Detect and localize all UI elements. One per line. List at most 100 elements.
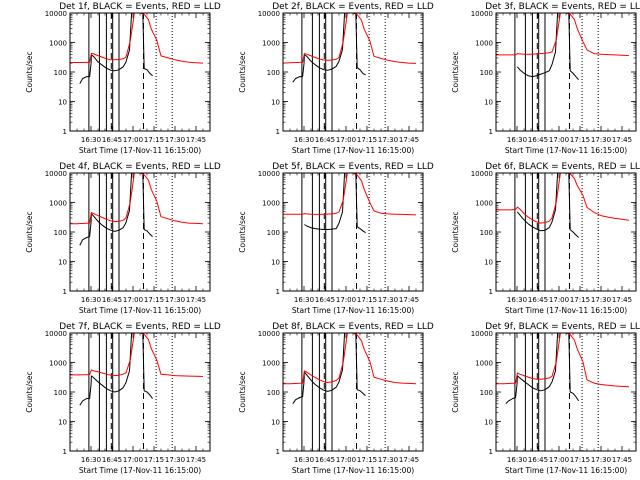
x-tick-label: 17:00 [123, 296, 143, 304]
x-tick-label: 17:45 [186, 136, 206, 144]
x-tick-label: 17:00 [336, 296, 356, 304]
y-tick-label: 1 [489, 288, 493, 296]
chart-panel-3: Det 3f, BLACK = Events, RED = LLD Counts/… [451, 2, 640, 155]
x-axis-label: Start Time (17-Nov-11 16:15:00) [292, 466, 414, 475]
chart-panel-8: Det 8f, BLACK = Events, RED = LLD Counts/… [238, 322, 434, 475]
y-tick-label: 10000 [471, 10, 493, 18]
x-axis-label: Start Time (17-Nov-11 16:15:00) [79, 466, 201, 475]
x-tick-label: 17:45 [186, 456, 206, 464]
x-tick-label: 17:15 [144, 296, 164, 304]
y-axis-label: Counts/sec [238, 211, 247, 252]
plot-area [496, 173, 630, 291]
plot-area [70, 333, 204, 451]
chart-title: Det 9f, BLACK = Events, RED = LLD [485, 322, 640, 332]
y-tick-label: 100 [54, 69, 67, 77]
x-tick-label: 17:30 [165, 296, 185, 304]
lld-series-line [496, 173, 630, 224]
y-tick-label: 100 [480, 69, 493, 77]
y-tick-label: 10 [271, 259, 280, 267]
y-tick-label: 10 [484, 99, 493, 107]
events-series-line [517, 173, 579, 238]
x-tick-label: 17:15 [570, 456, 590, 464]
y-tick-label: 1 [63, 448, 67, 456]
chart-panel-4: Det 4f, BLACK = Events, RED = LLD Counts/… [25, 162, 221, 315]
x-tick-label: 16:45 [528, 296, 548, 304]
plot-area [283, 333, 417, 451]
axes-frame [282, 12, 424, 132]
chart-panel-5: Det 5f, BLACK = Events, RED = LLD Counts/… [238, 162, 434, 315]
axes-frame [495, 12, 637, 132]
y-tick-label: 1000 [49, 360, 67, 368]
events-series-line [79, 13, 153, 84]
y-axis-label: Counts/sec [25, 211, 34, 252]
chart-title: Det 6f, BLACK = Events, RED = LLD [485, 162, 640, 172]
y-tick-label: 10000 [471, 330, 493, 338]
axes-frame [282, 172, 424, 292]
y-tick-label: 10 [271, 99, 280, 107]
x-tick-label: 17:45 [612, 456, 632, 464]
y-tick-label: 1000 [475, 200, 493, 208]
events-series-line [304, 173, 366, 234]
x-axis-label: Start Time (17-Nov-11 16:15:00) [292, 146, 414, 155]
y-tick-label: 1000 [262, 40, 280, 48]
x-tick-label: 16:30 [507, 296, 527, 304]
y-axis-label: Counts/sec [25, 51, 34, 92]
y-tick-label: 100 [480, 389, 493, 397]
x-tick-label: 17:15 [144, 456, 164, 464]
y-tick-label: 1000 [49, 200, 67, 208]
events-series-line [292, 333, 366, 404]
y-tick-label: 10000 [471, 170, 493, 178]
y-tick-label: 1 [489, 128, 493, 136]
x-tick-label: 16:45 [102, 136, 122, 144]
y-tick-label: 10 [484, 259, 493, 267]
x-tick-label: 16:45 [528, 136, 548, 144]
x-tick-label: 17:00 [549, 136, 569, 144]
x-tick-label: 17:00 [336, 136, 356, 144]
x-tick-label: 17:30 [378, 296, 398, 304]
x-tick-label: 17:45 [399, 296, 419, 304]
y-tick-label: 1000 [262, 200, 280, 208]
lld-series-line [70, 173, 204, 225]
chart-title: Det 7f, BLACK = Events, RED = LLD [59, 322, 221, 332]
x-axis-label: Start Time (17-Nov-11 16:15:00) [79, 306, 201, 315]
x-tick-label: 17:15 [570, 296, 590, 304]
plot-area [496, 333, 630, 451]
x-axis-label: Start Time (17-Nov-11 16:15:00) [292, 306, 414, 315]
x-tick-label: 17:15 [570, 136, 590, 144]
y-axis-label: Counts/sec [238, 51, 247, 92]
plot-area [283, 13, 417, 131]
y-tick-label: 10 [58, 99, 67, 107]
x-axis-label: Start Time (17-Nov-11 16:15:00) [79, 146, 201, 155]
x-tick-label: 16:30 [507, 136, 527, 144]
y-tick-label: 1 [276, 128, 280, 136]
y-tick-label: 1000 [262, 360, 280, 368]
y-tick-label: 10000 [45, 330, 67, 338]
y-tick-label: 100 [267, 69, 280, 77]
x-tick-label: 16:30 [81, 136, 101, 144]
y-tick-label: 100 [267, 229, 280, 237]
x-tick-label: 16:30 [294, 136, 314, 144]
y-axis-label: Counts/sec [25, 371, 34, 412]
x-tick-label: 16:30 [294, 296, 314, 304]
y-tick-label: 1 [276, 288, 280, 296]
y-tick-label: 1000 [475, 360, 493, 368]
events-series-line [79, 173, 153, 246]
axes-frame [69, 172, 211, 292]
lld-series-line [283, 13, 417, 64]
x-tick-label: 17:45 [612, 296, 632, 304]
lld-series-line [70, 13, 204, 64]
y-tick-label: 10000 [45, 170, 67, 178]
x-tick-label: 16:45 [102, 296, 122, 304]
x-tick-label: 17:00 [549, 456, 569, 464]
x-tick-label: 17:00 [336, 456, 356, 464]
chart-panel-1: Det 1f, BLACK = Events, RED = LLD Counts/… [25, 2, 221, 155]
x-tick-label: 17:30 [165, 136, 185, 144]
plot-area [70, 173, 204, 291]
x-tick-label: 17:15 [144, 136, 164, 144]
y-axis-label: Counts/sec [238, 371, 247, 412]
x-tick-label: 17:00 [123, 456, 143, 464]
y-tick-label: 100 [480, 229, 493, 237]
plot-area [70, 13, 204, 131]
